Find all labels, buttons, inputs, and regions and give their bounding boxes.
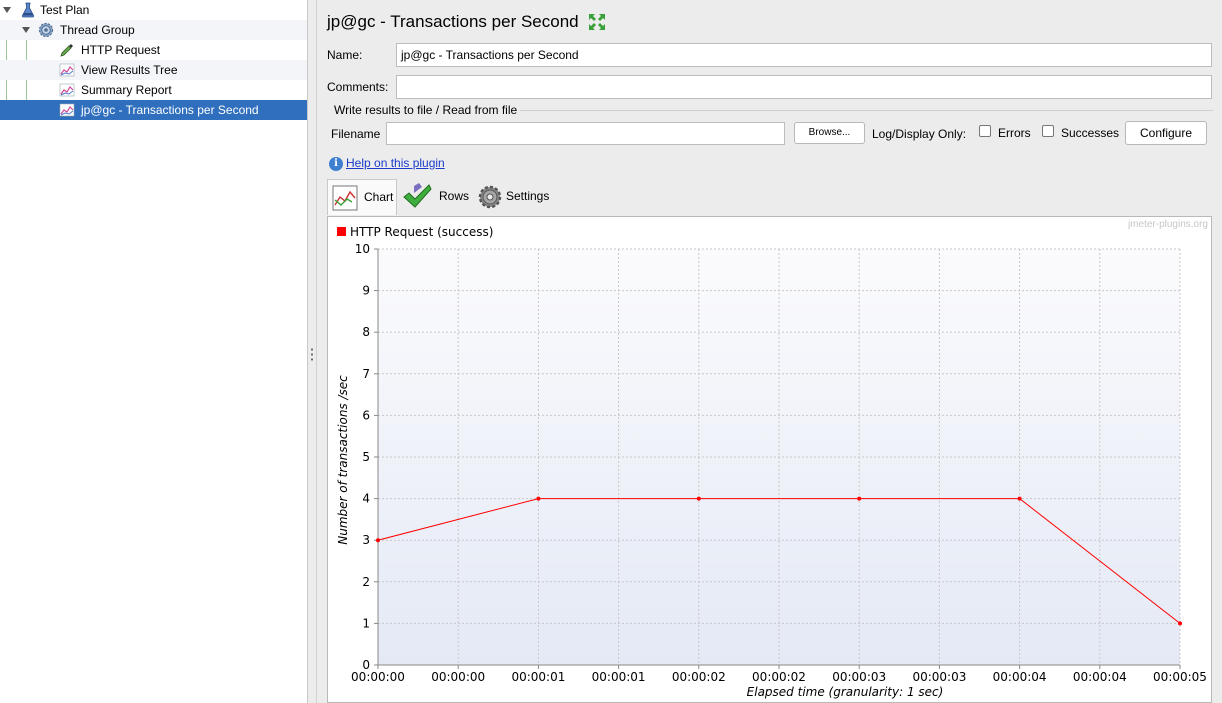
tab-label: Rows [439, 189, 470, 203]
x-tick-label: 00:00:02 [752, 670, 806, 684]
graph-icon [59, 63, 75, 77]
graph-icon [59, 83, 75, 97]
chart-icon [332, 185, 358, 211]
browse-button[interactable]: Browse... [794, 122, 865, 144]
errors-label: Errors [998, 126, 1031, 140]
expand-icon[interactable] [588, 13, 606, 31]
y-tick-label: 2 [362, 575, 370, 589]
tree-item-test-plan[interactable]: Test Plan [0, 0, 307, 20]
name-label: Name: [327, 48, 363, 62]
y-tick-label: 1 [362, 616, 370, 630]
pipette-icon [60, 44, 73, 57]
y-tick-label: 0 [362, 658, 370, 672]
gear-icon [38, 22, 54, 38]
tree-item-label: HTTP Request [81, 43, 161, 57]
tree-item-label: Test Plan [40, 3, 90, 17]
data-point [1017, 496, 1022, 501]
x-tick-label: 00:00:00 [351, 670, 405, 684]
tree-item-label: Summary Report [81, 83, 172, 97]
data-point [536, 496, 541, 501]
watermark-text: jmeter-plugins.org [1127, 219, 1208, 230]
x-tick-label: 00:00:03 [912, 670, 966, 684]
y-tick-label: 3 [362, 533, 370, 547]
errors-checkbox[interactable] [979, 125, 991, 137]
comments-label: Comments: [327, 80, 389, 94]
help-link[interactable]: Help on this plugin [346, 156, 445, 170]
main-panel: jp@gc - Transactions per Second Name: jp… [317, 0, 1222, 703]
x-tick-label: 00:00:03 [832, 670, 886, 684]
y-tick-label: 4 [362, 492, 370, 506]
y-tick-label: 8 [362, 325, 370, 339]
data-point [1178, 621, 1182, 626]
tree-item-thread-group[interactable]: Thread Group [0, 20, 307, 40]
y-tick-label: 9 [362, 284, 370, 298]
log-display-label: Log/Display Only: [872, 127, 967, 141]
successes-checkbox[interactable] [1042, 125, 1054, 137]
graph-icon [59, 103, 75, 117]
chart-panel: jmeter-plugins.org HTTP Request (success… [327, 216, 1212, 703]
tab-label: Settings [506, 189, 550, 203]
file-group-title: Write results to file / Read from file [331, 103, 521, 117]
filename-field[interactable] [386, 122, 785, 145]
name-field[interactable]: jp@gc - Transactions per Second [396, 43, 1212, 67]
tree-item-transactions-per-second[interactable]: jp@gc - Transactions per Second [0, 100, 307, 120]
tab-settings[interactable]: Settings [477, 179, 557, 215]
successes-label: Successes [1061, 126, 1120, 140]
gear-icon [478, 185, 502, 209]
x-tick-label: 00:00:00 [431, 670, 485, 684]
y-axis-label: Number of transactions /sec [336, 375, 350, 545]
tab-label: Chart [364, 190, 394, 204]
comments-field[interactable] [396, 75, 1212, 99]
tree-item-label: View Results Tree [81, 63, 178, 77]
x-tick-label: 00:00:02 [672, 670, 726, 684]
y-tick-label: 7 [362, 367, 370, 381]
legend-swatch [337, 227, 346, 236]
flask-icon [21, 2, 35, 18]
data-point [376, 538, 380, 543]
tree-item-view-results-tree[interactable]: View Results Tree [0, 60, 307, 80]
page-title: jp@gc - Transactions per Second [327, 12, 579, 31]
expand-arrow-icon[interactable] [22, 27, 30, 33]
x-tick-label: 00:00:04 [993, 670, 1047, 684]
test-plan-tree[interactable]: Test Plan Thread Group HTTP Request View… [0, 0, 308, 703]
x-tick-label: 00:00:04 [1073, 670, 1127, 684]
y-tick-label: 10 [355, 242, 370, 256]
tab-rows[interactable]: Rows [401, 179, 473, 215]
x-axis-label: Elapsed time (granularity: 1 sec) [747, 685, 944, 699]
tree-item-label: Thread Group [60, 23, 135, 37]
data-point [696, 496, 701, 501]
x-tick-label: 00:00:01 [511, 670, 565, 684]
tab-chart[interactable]: Chart [327, 179, 397, 215]
checkmark-icon [403, 183, 432, 208]
series-line [377, 498, 1181, 624]
tree-item-http-request[interactable]: HTTP Request [0, 40, 307, 60]
divider [331, 110, 1213, 111]
y-tick-label: 5 [362, 450, 370, 464]
y-tick-label: 6 [362, 408, 370, 422]
x-tick-label: 00:00:05 [1153, 670, 1207, 684]
configure-button[interactable]: Configure [1125, 121, 1207, 145]
split-pane-divider[interactable] [308, 0, 317, 703]
tree-guide-line [26, 40, 27, 120]
data-point [857, 496, 862, 501]
tree-item-label: jp@gc - Transactions per Second [81, 103, 259, 117]
info-icon: i [329, 157, 343, 171]
legend-label: HTTP Request (success) [350, 225, 493, 239]
tps-line-chart: jmeter-plugins.org HTTP Request (success… [336, 219, 1208, 699]
tree-item-summary-report[interactable]: Summary Report [0, 80, 307, 100]
expand-arrow-icon[interactable] [3, 7, 11, 13]
drag-handle-icon[interactable] [311, 347, 313, 361]
filename-label: Filename [331, 127, 381, 141]
x-tick-label: 00:00:01 [592, 670, 646, 684]
